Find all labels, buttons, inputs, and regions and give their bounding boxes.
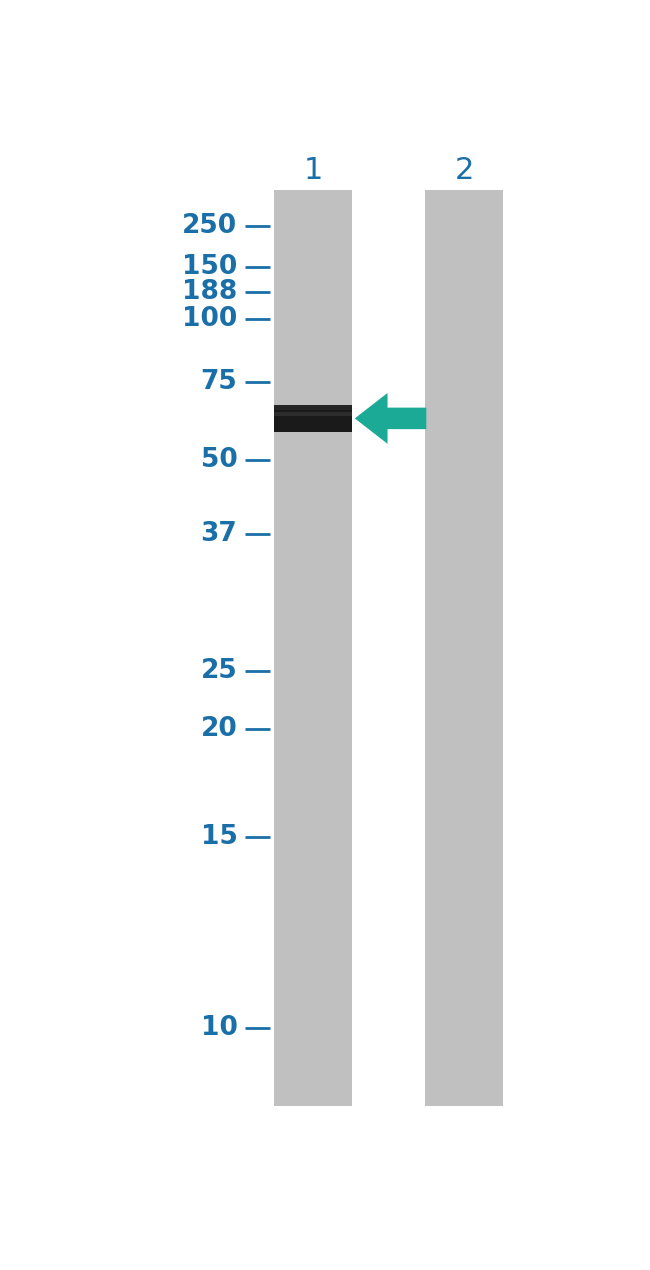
Text: 250: 250 (182, 213, 237, 239)
Text: 50: 50 (201, 447, 237, 474)
Bar (274, 189, 352, 1106)
Bar (274, 411, 352, 417)
Text: 2: 2 (454, 155, 474, 184)
Bar (274, 405, 352, 410)
Bar (425, 189, 503, 1106)
Text: 15: 15 (201, 824, 237, 850)
Bar (274, 405, 352, 432)
Text: 20: 20 (201, 716, 237, 743)
FancyArrow shape (355, 392, 426, 443)
Text: 25: 25 (201, 658, 237, 683)
Text: 188: 188 (182, 279, 237, 305)
Text: 100: 100 (182, 306, 237, 331)
Text: 1: 1 (304, 155, 322, 184)
Text: 10: 10 (201, 1015, 237, 1040)
Text: 75: 75 (201, 370, 237, 395)
Text: 150: 150 (182, 254, 237, 279)
Text: 37: 37 (201, 521, 237, 547)
